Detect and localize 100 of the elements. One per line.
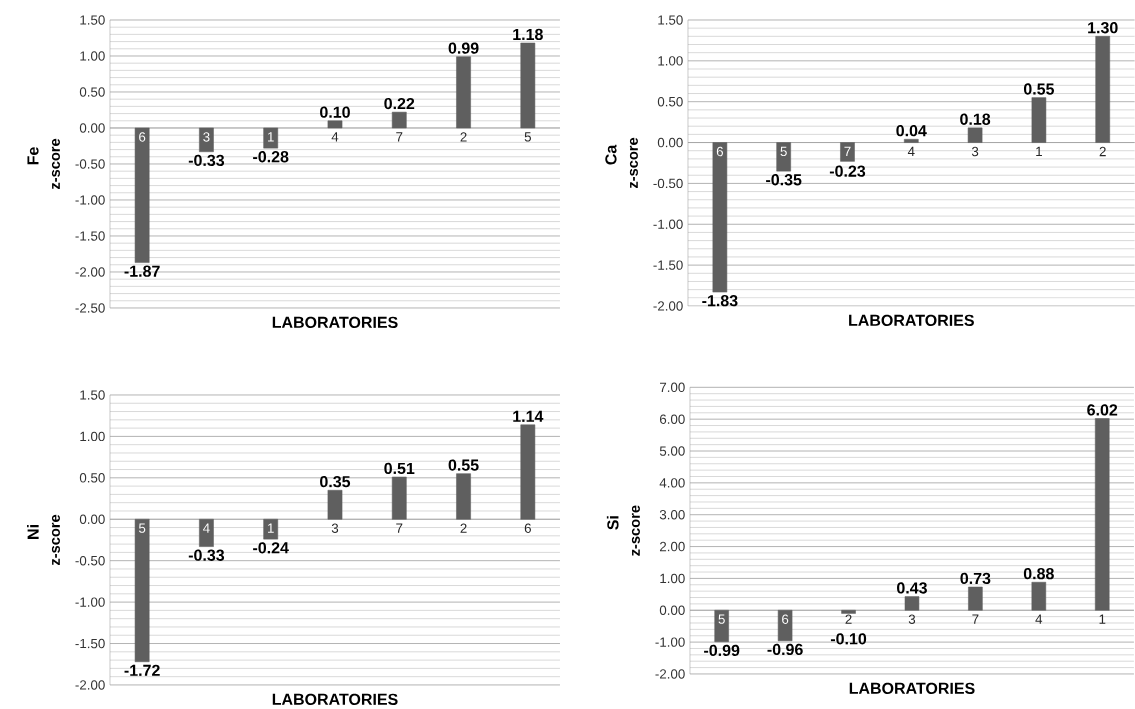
data-label: -0.23 xyxy=(829,165,866,177)
y-tick-label: -1.50 xyxy=(75,231,105,241)
x-tick-label: 7 xyxy=(396,523,403,533)
data-label: -0.10 xyxy=(830,632,867,645)
x-tick-label: 2 xyxy=(845,614,852,624)
bar xyxy=(712,142,728,293)
data-label: 0.18 xyxy=(960,113,991,125)
y-tick-label: -2.00 xyxy=(75,680,105,690)
bar xyxy=(520,424,536,520)
y-tick-label: -0.50 xyxy=(75,159,105,169)
data-label: -0.33 xyxy=(188,549,225,561)
y-tick-label: -1.00 xyxy=(75,597,105,607)
y-axis-title: z-score xyxy=(51,514,60,565)
x-tick-label: 2 xyxy=(460,132,467,142)
y-tick-label: -2.00 xyxy=(75,267,105,277)
data-label: -0.24 xyxy=(253,541,289,554)
x-tick-label: 1 xyxy=(268,132,274,142)
data-label: -1.72 xyxy=(124,664,160,676)
data-label: 0.88 xyxy=(1023,567,1054,580)
bar xyxy=(904,596,920,611)
y-tick-label: 0.00 xyxy=(79,123,105,133)
x-tick-label: 5 xyxy=(780,146,787,156)
y-tick-label: 0.50 xyxy=(79,472,105,483)
x-tick-label: 4 xyxy=(203,523,210,533)
y-tick-label: 0.50 xyxy=(79,87,105,97)
y-axis-title: z-score xyxy=(629,137,638,188)
y-tick-label: 1.50 xyxy=(80,15,105,25)
data-label: 6.02 xyxy=(1087,404,1118,416)
x-tick-label: 3 xyxy=(331,523,339,533)
data-label: 0.10 xyxy=(320,106,350,118)
x-tick-label: 5 xyxy=(138,523,146,533)
x-tick-label: 2 xyxy=(1099,146,1106,156)
y-tick-label: 1.50 xyxy=(658,15,683,25)
data-label: 0.55 xyxy=(1023,83,1055,95)
bar xyxy=(199,127,214,152)
bar xyxy=(1094,418,1110,611)
y-tick-label: -0.50 xyxy=(75,555,105,566)
y-tick-label: -2.50 xyxy=(75,303,105,313)
bar xyxy=(904,138,919,143)
y-tick-label: 0.00 xyxy=(659,605,685,615)
bar xyxy=(841,609,856,614)
y-tick-label: 4.00 xyxy=(659,477,685,488)
text: Fe xyxy=(27,146,39,165)
x-tick-label: 4 xyxy=(1035,614,1043,624)
x-axis-title: LABORATORIES xyxy=(272,316,398,328)
bar xyxy=(840,142,855,162)
bar xyxy=(520,42,536,129)
y-tick-label: 7.00 xyxy=(660,382,685,392)
x-tick-label: 3 xyxy=(908,614,916,624)
bar xyxy=(968,586,983,611)
x-tick-label: 1 xyxy=(1036,146,1042,156)
y-axis-title: z-score xyxy=(51,138,60,189)
y-tick-label: -1.00 xyxy=(653,219,683,229)
bar xyxy=(199,518,214,547)
x-tick-label: 3 xyxy=(203,132,210,142)
x-tick-label: 3 xyxy=(971,146,979,157)
y-tick-label: 0.50 xyxy=(657,96,683,107)
bar xyxy=(263,127,279,149)
x-tick-label: 4 xyxy=(331,132,339,142)
bar xyxy=(456,473,471,520)
data-label: 0.43 xyxy=(897,582,927,594)
y-tick-label: 1.00 xyxy=(80,51,105,61)
x-axis-title: LABORATORIES xyxy=(849,682,975,694)
data-label: 0.51 xyxy=(384,462,415,474)
y-tick-label: 1.50 xyxy=(80,390,105,400)
x-tick-label: 5 xyxy=(718,614,725,624)
y-tick-label: -1.50 xyxy=(653,260,683,270)
x-tick-label: 7 xyxy=(396,132,403,142)
data-label: -0.35 xyxy=(766,173,802,186)
data-label: -1.83 xyxy=(702,294,738,307)
x-tick-label: 7 xyxy=(972,614,979,624)
data-label: 1.30 xyxy=(1088,21,1118,34)
y-tick-label: -2.00 xyxy=(655,669,685,679)
bar xyxy=(391,111,407,129)
text: Ni xyxy=(27,524,39,539)
data-label: -0.96 xyxy=(767,643,803,655)
text: Ca xyxy=(605,144,617,165)
data-label: -0.33 xyxy=(188,154,225,166)
x-tick-label: 5 xyxy=(524,132,531,142)
y-tick-label: -1.00 xyxy=(75,195,105,205)
y-tick-label: 5.00 xyxy=(659,446,685,456)
x-tick-label: 1 xyxy=(1099,614,1106,624)
y-tick-label: 1.00 xyxy=(658,55,683,66)
x-axis-title: LABORATORIES xyxy=(849,314,974,326)
y-tick-label: 2.00 xyxy=(659,541,685,552)
bar xyxy=(391,476,407,520)
data-label: -0.28 xyxy=(253,150,289,163)
x-tick-label: 7 xyxy=(844,146,851,156)
y-tick-label: 1.00 xyxy=(80,431,105,441)
y-tick-label: -1.50 xyxy=(75,638,105,649)
data-label: 0.55 xyxy=(448,459,479,471)
bar xyxy=(1031,97,1047,143)
y-tick-label: 6.00 xyxy=(659,414,685,424)
x-tick-label: 6 xyxy=(139,132,146,142)
x-tick-label: 6 xyxy=(524,523,531,533)
x-tick-label: 1 xyxy=(268,523,274,533)
data-label: 0.35 xyxy=(320,475,351,488)
data-label: 0.73 xyxy=(960,572,991,584)
x-tick-label: 6 xyxy=(782,614,789,624)
y-tick-label: -1.00 xyxy=(655,637,685,647)
